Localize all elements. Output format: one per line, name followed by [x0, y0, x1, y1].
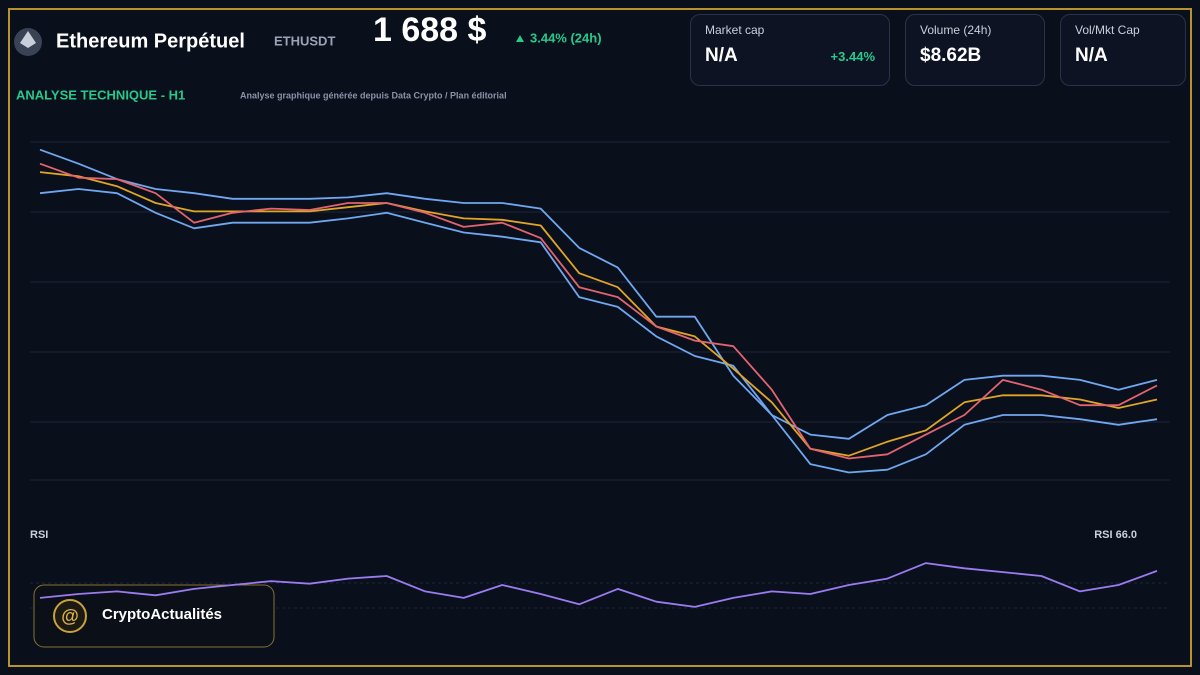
change: 3.44% (24h): [530, 30, 602, 45]
brand-box: [33, 584, 275, 648]
card: Market cap N/A +3.44%: [690, 14, 890, 86]
price: 1 688 $: [373, 11, 487, 49]
up-arrow: [516, 35, 524, 42]
card-change: +3.44%: [830, 49, 875, 64]
series-line: [39, 562, 1158, 608]
card-label: Vol/Mkt Cap: [1075, 23, 1140, 37]
frame: [8, 8, 1192, 667]
card-label: Market cap: [705, 23, 765, 37]
card-label: Volume (24h): [920, 23, 992, 37]
card: Vol/Mkt Cap N/A: [1060, 14, 1186, 86]
rsi-title: RSI: [30, 529, 48, 541]
rsi-label: RSI 66.0: [1094, 529, 1137, 541]
card-value: $8.62B: [920, 45, 982, 66]
brand-logo: [53, 599, 87, 633]
section-subtitle: Analyse graphique générée depuis Data Cr…: [240, 90, 507, 100]
card-value: N/A: [705, 45, 738, 66]
brand: CryptoActualités: [102, 606, 222, 623]
series-line: [39, 171, 1158, 457]
series-line: [39, 148, 1158, 440]
section-title: ANALYSE TECHNIQUE - H1: [16, 87, 185, 102]
brand-logo-mark: @: [61, 606, 79, 626]
card: Volume (24h) $8.62B: [905, 14, 1045, 86]
symbol: ETHUSDT: [274, 33, 335, 48]
series-line: [39, 188, 1158, 474]
title: Ethereum Perpétuel: [56, 30, 245, 52]
card-value: N/A: [1075, 45, 1108, 66]
series-line: [39, 162, 1158, 460]
eth-icon-shape: [20, 31, 36, 48]
